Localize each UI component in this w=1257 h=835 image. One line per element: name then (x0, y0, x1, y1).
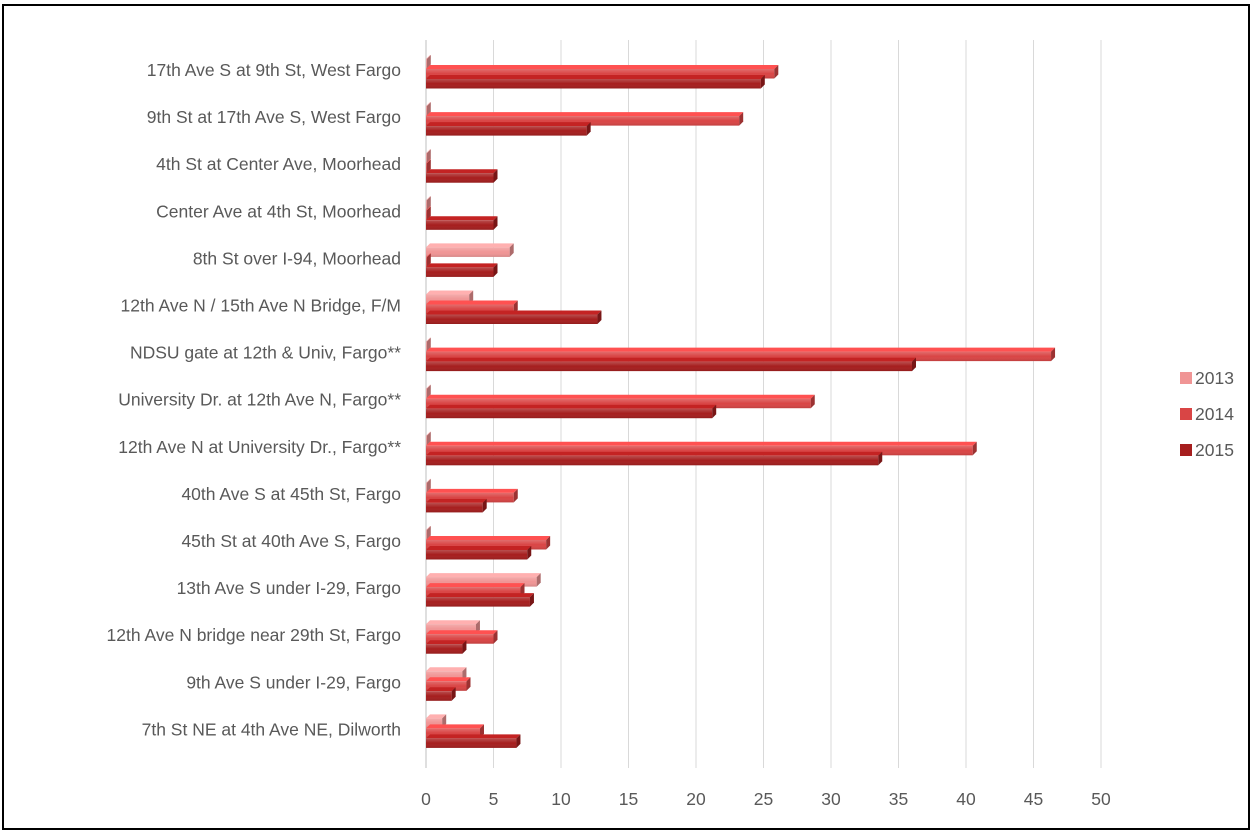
bar-2014 (426, 206, 431, 220)
bar-2014 (426, 441, 977, 456)
bar-2014 (426, 159, 431, 173)
bar-2015 (426, 734, 521, 748)
legend-label: 2014 (1195, 404, 1234, 424)
x-tick-label: 30 (821, 789, 841, 809)
bars (426, 55, 1056, 748)
bar-2013 (426, 526, 431, 540)
category-label: 17th Ave S at 9th St, West Fargo (147, 60, 401, 80)
x-tick-label: 5 (489, 789, 499, 809)
bar-2013 (426, 102, 431, 116)
bar-2015 (426, 404, 717, 419)
bar-2015 (426, 263, 498, 277)
bar-2015 (426, 687, 456, 701)
bar-2013 (426, 243, 514, 257)
bar-2015 (426, 169, 498, 183)
bar-2013 (426, 337, 431, 352)
category-label: NDSU gate at 12th & Univ, Fargo** (130, 343, 401, 363)
x-tick-label: 50 (1091, 789, 1111, 809)
bar-2015 (426, 498, 487, 513)
legend: 2013 2014 2015 (1180, 368, 1234, 460)
legend-label: 2013 (1195, 368, 1234, 388)
category-label: 9th St at 17th Ave S, West Fargo (147, 107, 401, 127)
bar-2013 (426, 55, 431, 69)
legend-swatch (1180, 408, 1192, 420)
category-label: 4th St at Center Ave, Moorhead (156, 154, 401, 174)
x-tick-label: 0 (421, 789, 431, 809)
category-label: University Dr. at 12th Ave N, Fargo** (118, 390, 401, 410)
category-label: 45th St at 40th Ave S, Fargo (181, 531, 401, 551)
x-tick-label: 35 (889, 789, 908, 809)
bar-2014 (426, 253, 431, 267)
legend-swatch (1180, 444, 1192, 456)
bar-2015 (426, 357, 916, 372)
x-tick-label: 40 (956, 789, 976, 809)
category-labels: 17th Ave S at 9th St, West Fargo 9th St a… (107, 60, 402, 739)
bar-2014 (426, 488, 518, 503)
x-tick-label: 15 (619, 789, 638, 809)
category-label: 12th Ave N at University Dr., Fargo** (118, 437, 401, 457)
bar-2015 (426, 640, 467, 654)
bar-2014 (426, 724, 484, 738)
bar-2013 (426, 149, 431, 163)
bar-2014 (426, 112, 744, 126)
category-label: 13th Ave S under I-29, Fargo (177, 578, 401, 598)
bar-2014 (426, 677, 471, 691)
category-label: 8th St over I-94, Moorhead (193, 248, 401, 268)
bar-2014 (426, 536, 551, 550)
bar-2014 (426, 394, 815, 409)
bar-2014 (426, 300, 518, 314)
bar-2015 (426, 75, 765, 89)
x-tick-label: 45 (1024, 789, 1043, 809)
bar-2013 (426, 573, 541, 587)
category-label: Center Ave at 4th St, Moorhead (156, 201, 401, 221)
category-label: 12th Ave N / 15th Ave N Bridge, F/M (121, 296, 401, 316)
bar-2014 (426, 583, 525, 597)
x-tick-label: 20 (686, 789, 706, 809)
bar-2014 (426, 65, 779, 79)
bar-2013 (426, 196, 431, 210)
x-tick-label: 25 (754, 789, 773, 809)
x-tick-labels: 0 5 10 15 20 25 30 35 40 45 50 (421, 789, 1111, 809)
bar-2015 (426, 546, 532, 560)
bar-2015 (426, 216, 498, 230)
x-tick-label: 10 (551, 789, 571, 809)
bar-2013 (426, 431, 431, 446)
bar-2013 (426, 384, 431, 399)
category-label: 40th Ave S at 45th St, Fargo (181, 484, 401, 504)
category-label: 12th Ave N bridge near 29th St, Fargo (107, 625, 401, 645)
legend-swatch (1180, 372, 1192, 384)
category-label: 7th St NE at 4th Ave NE, Dilworth (142, 719, 401, 739)
bar-2014 (426, 630, 498, 644)
bar-2015 (426, 451, 883, 466)
bar-2015 (426, 310, 602, 324)
category-label: 9th Ave S under I-29, Fargo (186, 672, 401, 692)
legend-label: 2015 (1195, 440, 1234, 460)
bar-2015 (426, 122, 591, 136)
bar-2015 (426, 593, 534, 607)
bar-2014 (426, 347, 1056, 362)
bar-2013 (426, 478, 431, 493)
